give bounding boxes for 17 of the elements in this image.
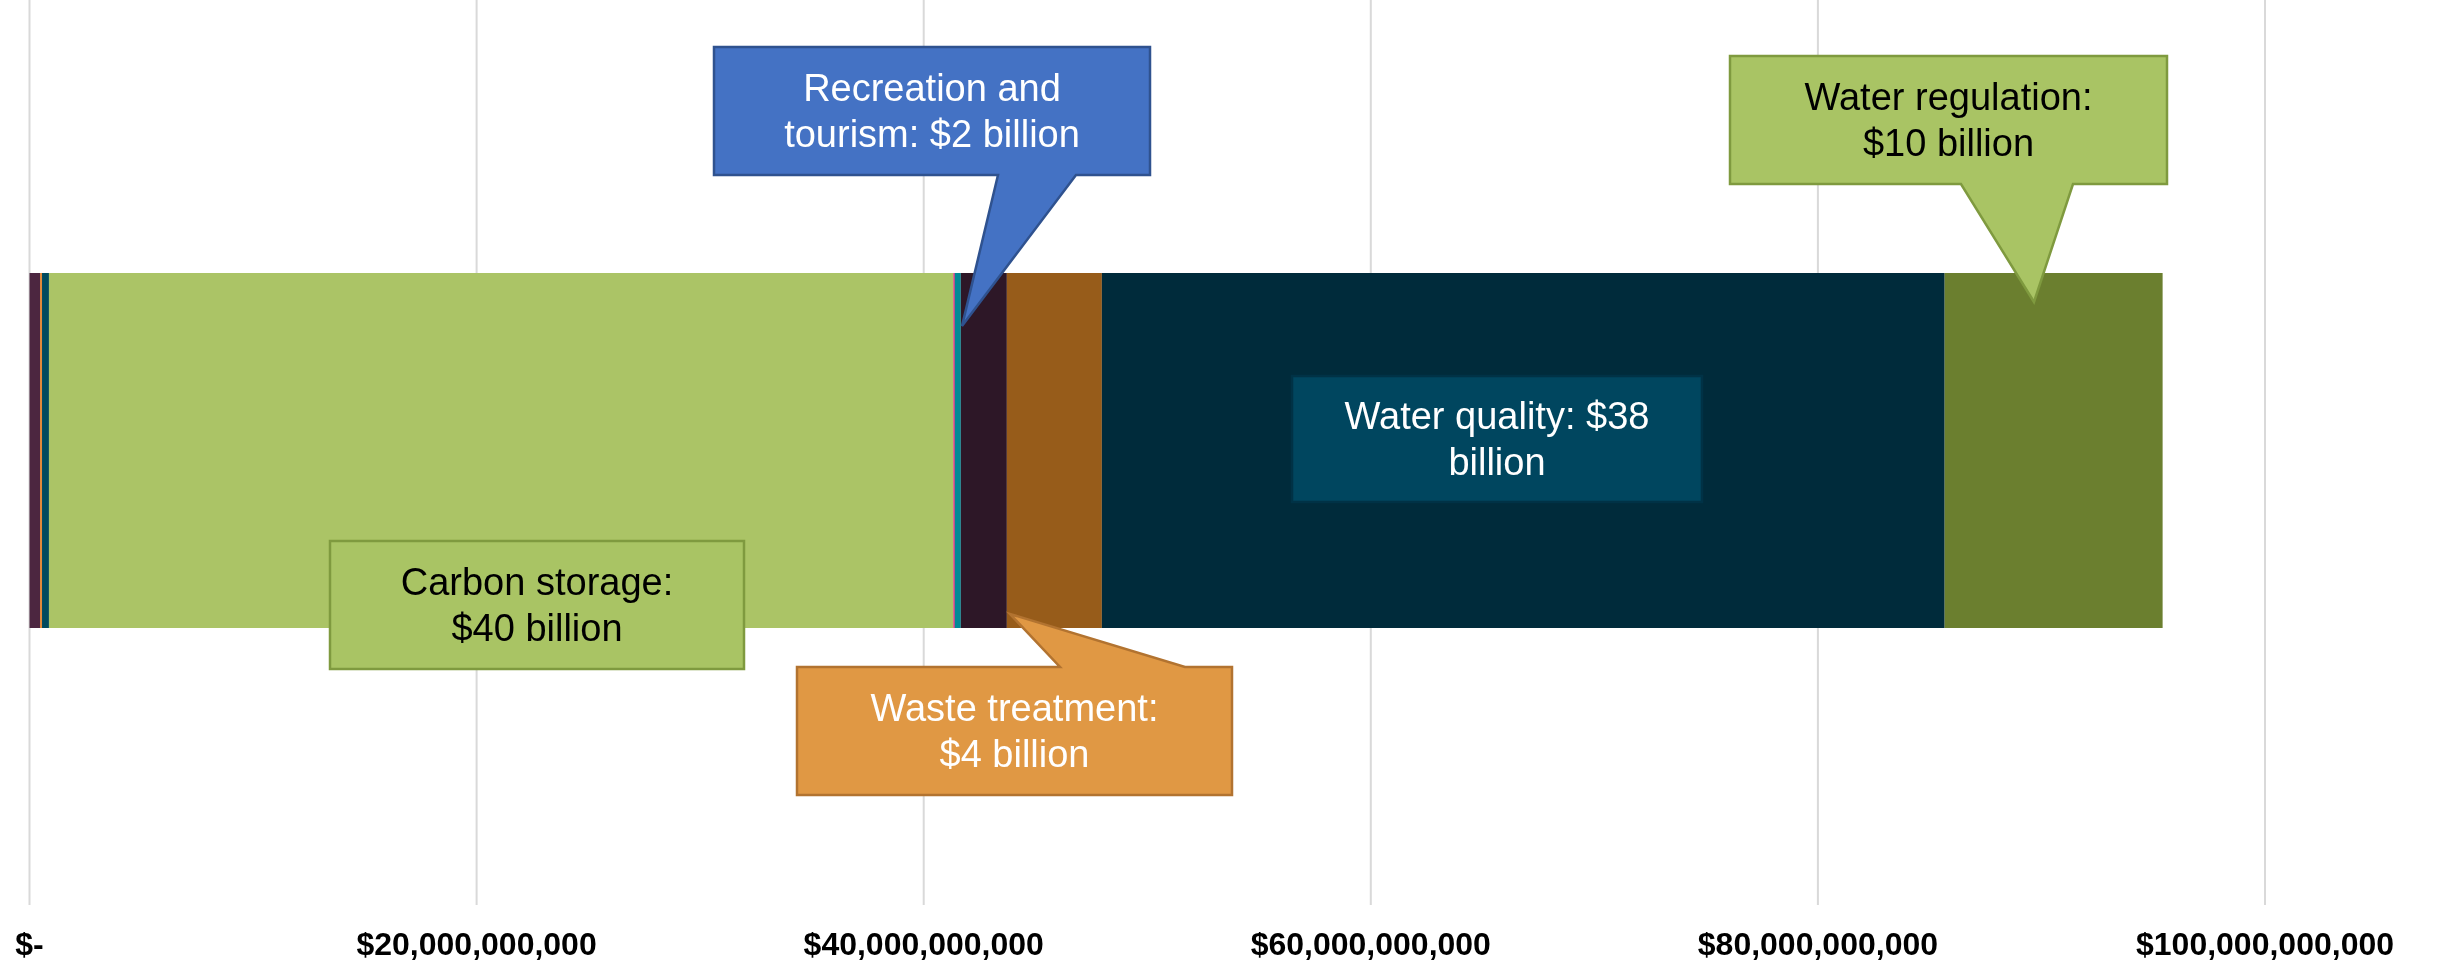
x-tick-label: $60,000,000,000 bbox=[1250, 926, 1491, 962]
annotation: Water quality: $38 billion bbox=[1344, 395, 1650, 483]
bar bbox=[40, 273, 43, 628]
annotation: Carbon storage: $40 billion bbox=[400, 561, 674, 649]
bar bbox=[954, 273, 961, 628]
x-tick-label: $40,000,000,000 bbox=[803, 926, 1044, 962]
x-tick-label: $- bbox=[15, 926, 44, 962]
bar bbox=[1006, 273, 1102, 628]
x-tick-label: $20,000,000,000 bbox=[356, 926, 597, 962]
bar bbox=[29, 273, 41, 628]
annotation: Recreation and tourism: $2 billion bbox=[784, 67, 1080, 155]
annotation: Waste treatment: $4 billion bbox=[870, 687, 1159, 775]
annotation: Water regulation: $10 billion bbox=[1804, 76, 2093, 164]
bar bbox=[42, 273, 49, 628]
x-tick-label: $80,000,000,000 bbox=[1697, 926, 1939, 962]
x-tick-label: $100,000,000,000 bbox=[2135, 926, 2395, 962]
bar bbox=[960, 273, 1007, 628]
